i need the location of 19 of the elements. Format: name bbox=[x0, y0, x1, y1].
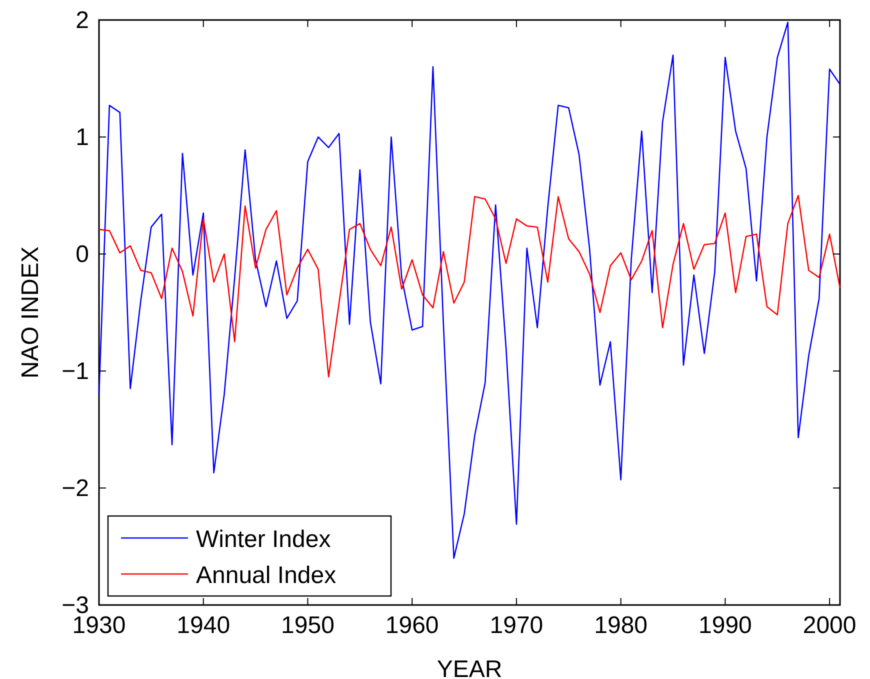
x-tick-label: 1940 bbox=[176, 612, 230, 639]
line-series bbox=[98, 194, 841, 378]
x-tick-label: 1970 bbox=[490, 612, 544, 639]
y-tick-label: 0 bbox=[76, 241, 89, 268]
y-axis-title: NAO INDEX bbox=[17, 246, 44, 379]
x-tick-label: 1990 bbox=[698, 612, 752, 639]
y-tick-label: −2 bbox=[62, 475, 89, 502]
x-axis-title: YEAR bbox=[436, 656, 502, 679]
x-tick-label: 1960 bbox=[385, 612, 439, 639]
y-tick-label: 2 bbox=[76, 7, 89, 34]
legend-label: Winter Index bbox=[196, 526, 331, 553]
x-tick-label: 1980 bbox=[594, 612, 648, 639]
x-tick-label: 2000 bbox=[802, 612, 856, 639]
line-series bbox=[98, 22, 841, 559]
x-tick-label: 1930 bbox=[72, 612, 126, 639]
legend-label: Annual Index bbox=[196, 562, 336, 589]
y-tick-label: 1 bbox=[76, 124, 89, 151]
x-tick-label: 1950 bbox=[281, 612, 334, 639]
y-tick-label: −1 bbox=[62, 358, 89, 385]
